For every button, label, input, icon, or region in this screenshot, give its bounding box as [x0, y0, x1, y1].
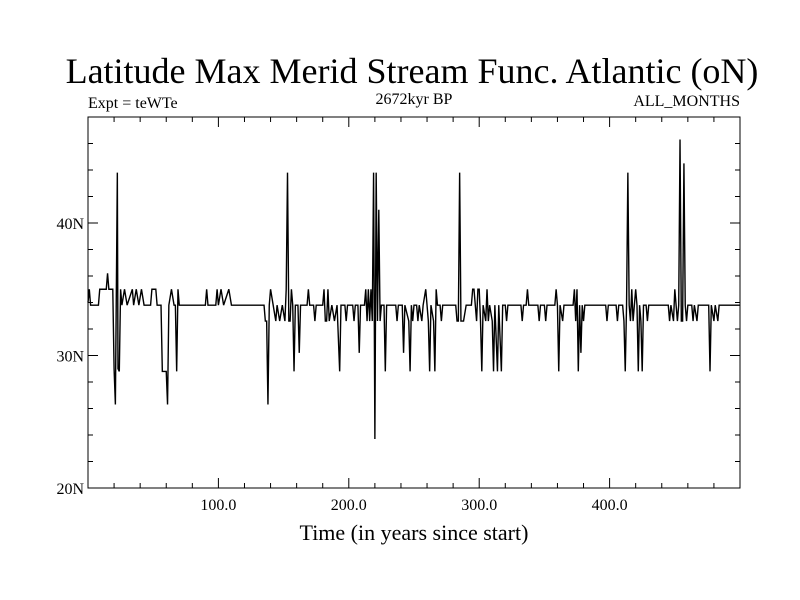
axis-tick-labels: 100.0 200.0 300.0 400.0 20N 30N 40N [56, 216, 627, 514]
subtitle-right: ALL_MONTHS [633, 93, 740, 110]
y-tick-label: 20N [56, 481, 84, 498]
x-tick-label: 400.0 [592, 497, 628, 514]
plot-frame [87, 116, 741, 489]
series-group [87, 139, 740, 439]
axis-ticks [88, 117, 740, 488]
subtitle-center: 2672kyr BP [376, 91, 453, 108]
x-tick-label: 200.0 [331, 497, 367, 514]
x-tick-label: 100.0 [200, 497, 236, 514]
subtitle-left: Expt = teWTe [88, 95, 178, 112]
x-tick-label: 300.0 [461, 497, 497, 514]
y-tick-label: 30N [56, 349, 84, 366]
x-axis-label: Time (in years since start) [300, 520, 529, 545]
series-line [87, 139, 740, 439]
chart-title: Latitude Max Merid Stream Func. Atlantic… [66, 51, 759, 91]
y-tick-label: 40N [56, 216, 84, 233]
